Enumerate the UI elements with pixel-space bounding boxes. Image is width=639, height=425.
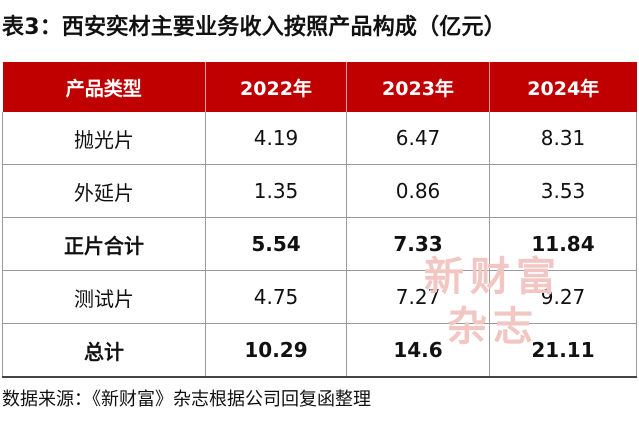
header-product-type: 产品类型 bbox=[2, 62, 206, 112]
table-row-total: 总计 10.29 14.6 21.11 bbox=[2, 323, 637, 378]
cell-value: 21.11 bbox=[489, 323, 637, 378]
table-row-polished-wafer: 抛光片 4.19 6.47 8.31 bbox=[2, 112, 637, 165]
row-label: 总计 bbox=[2, 323, 206, 378]
cell-value: 6.47 bbox=[346, 112, 490, 165]
cell-value: 14.6 bbox=[346, 323, 490, 378]
cell-value: 5.54 bbox=[205, 217, 347, 271]
table-row-prime-subtotal: 正片合计 5.54 7.33 11.84 bbox=[2, 217, 637, 271]
table-row-test-wafer: 测试片 4.75 7.27 9.27 bbox=[2, 270, 637, 324]
header-year-2022: 2022年 bbox=[205, 62, 347, 112]
cell-value: 9.27 bbox=[489, 270, 637, 324]
cell-value: 11.84 bbox=[489, 217, 637, 271]
cell-value: 4.19 bbox=[205, 112, 347, 165]
row-label: 抛光片 bbox=[2, 112, 206, 165]
header-year-2024: 2024年 bbox=[489, 62, 637, 112]
header-year-2023: 2023年 bbox=[346, 62, 490, 112]
table-header-row: 产品类型 2022年 2023年 2024年 bbox=[2, 62, 637, 112]
source-note: 数据来源：《新财富》杂志根据公司回复函整理 bbox=[2, 389, 371, 410]
cell-value: 4.75 bbox=[205, 270, 347, 324]
row-label: 外延片 bbox=[2, 164, 206, 218]
cell-value: 7.33 bbox=[346, 217, 490, 271]
cell-value: 7.27 bbox=[346, 270, 490, 324]
cell-value: 8.31 bbox=[489, 112, 637, 165]
cell-value: 1.35 bbox=[205, 164, 347, 218]
revenue-table: 产品类型 2022年 2023年 2024年 抛光片 4.19 6.47 8.3… bbox=[2, 62, 637, 378]
row-label: 正片合计 bbox=[2, 217, 206, 271]
cell-value: 0.86 bbox=[346, 164, 490, 218]
table-row-epitaxial-wafer: 外延片 1.35 0.86 3.53 bbox=[2, 164, 637, 218]
row-label: 测试片 bbox=[2, 270, 206, 324]
cell-value: 3.53 bbox=[489, 164, 637, 218]
cell-value: 10.29 bbox=[205, 323, 347, 378]
table-title: 表3：西安奕材主要业务收入按照产品构成（亿元） bbox=[2, 15, 506, 40]
